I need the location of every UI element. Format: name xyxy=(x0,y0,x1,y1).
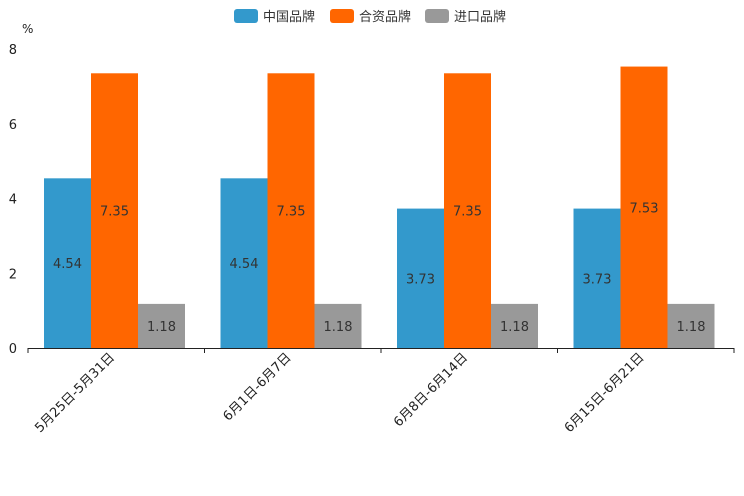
bar[interactable] xyxy=(314,303,362,348)
legend-swatch xyxy=(330,9,354,23)
bar[interactable] xyxy=(573,208,621,348)
bar[interactable] xyxy=(267,73,315,348)
bar-value-label: 7.35 xyxy=(277,205,306,220)
bar-value-label: 1.18 xyxy=(677,320,706,335)
y-tick-label: 2 xyxy=(9,267,17,282)
bar[interactable] xyxy=(491,303,538,348)
bars: 4.54 7.35 1.18 4.54 7.35 1.18 3.73 7.35 1.18 3.73… xyxy=(44,66,715,348)
x-tick-label: 6月8日-6月14日 xyxy=(391,350,471,430)
x-tick-label: 5月25日-5月31日 xyxy=(32,350,118,436)
bar[interactable] xyxy=(667,303,715,348)
x-axis: 5月25日-5月31日 6月1日-6月7日 6月8日-6月14日 6月15日-6月21… xyxy=(27,348,735,436)
y-tick-label: 6 xyxy=(9,118,17,133)
legend-item[interactable]: 合资品牌 xyxy=(330,9,411,25)
bar-value-label: 7.35 xyxy=(453,205,482,220)
y-axis-unit: % xyxy=(22,22,33,36)
bar-value-label: 7.35 xyxy=(100,205,129,220)
bar-value-label: 1.18 xyxy=(147,320,176,335)
bar[interactable] xyxy=(620,66,668,348)
bar[interactable] xyxy=(397,208,444,348)
x-tick-label: 6月1日-6月7日 xyxy=(220,350,294,424)
y-tick-label: 0 xyxy=(9,342,17,357)
bar-value-label: 1.18 xyxy=(324,320,353,335)
y-tick-label: 8 xyxy=(9,43,17,58)
bar-value-label: 3.73 xyxy=(583,272,612,287)
bar[interactable] xyxy=(91,73,138,348)
y-tick-label: 4 xyxy=(9,193,17,208)
bar-value-label: 7.53 xyxy=(630,201,659,216)
legend-item[interactable]: 进口品牌 xyxy=(425,9,506,25)
legend-label: 进口品牌 xyxy=(454,9,506,25)
legend-item[interactable]: 中国品牌 xyxy=(234,9,315,25)
x-tick-label: 6月15日-6月21日 xyxy=(562,350,648,436)
bar-value-label: 1.18 xyxy=(500,320,529,335)
legend-swatch xyxy=(425,9,449,23)
bar-value-label: 3.73 xyxy=(406,272,435,287)
bar-value-label: 4.54 xyxy=(53,257,82,272)
legend-swatch xyxy=(234,9,258,23)
legend: 中国品牌 合资品牌 进口品牌 xyxy=(234,9,506,25)
bar[interactable] xyxy=(44,178,91,348)
bar[interactable] xyxy=(444,73,491,348)
bar[interactable] xyxy=(138,303,185,348)
y-axis: 0 2 4 6 8 xyxy=(9,43,17,357)
legend-label: 合资品牌 xyxy=(359,9,411,25)
bar[interactable] xyxy=(220,178,268,348)
bar-value-label: 4.54 xyxy=(230,257,259,272)
legend-label: 中国品牌 xyxy=(263,9,315,25)
